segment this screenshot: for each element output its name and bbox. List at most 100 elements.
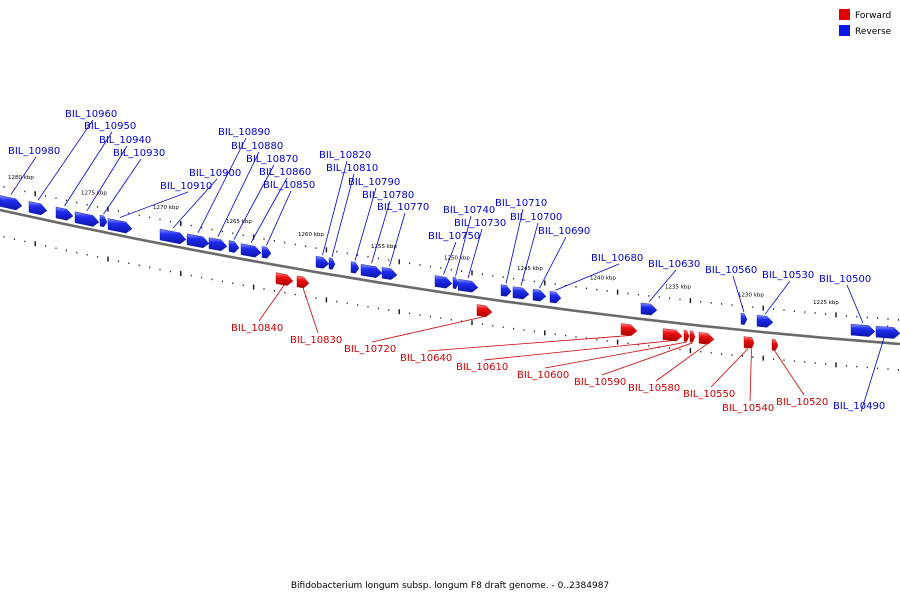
gene-label[interactable]: BIL_10730	[454, 218, 506, 229]
gene-arrow-bil-10910[interactable]	[107, 218, 133, 234]
gene-label[interactable]: BIL_10960	[65, 109, 117, 120]
gene-arrow-bil-10860[interactable]	[240, 243, 262, 258]
gene-label[interactable]: BIL_10630	[648, 259, 700, 270]
gene-label[interactable]: BIL_10840	[231, 323, 283, 334]
gene-label[interactable]: BIL_10560	[705, 265, 757, 276]
gene-label[interactable]: BIL_10580	[628, 383, 680, 394]
gene-arrow-bil-10840[interactable]	[275, 272, 294, 286]
gene-arrow-bil-10530[interactable]	[756, 315, 774, 328]
gene-label[interactable]: BIL_10750	[428, 231, 480, 242]
scale-label: 1280 kbp	[8, 175, 34, 181]
gene-label[interactable]: BIL_10550	[683, 389, 735, 400]
label-leader	[539, 236, 567, 289]
gene-label[interactable]: BIL_10500	[819, 274, 871, 285]
label-leader	[266, 190, 292, 246]
gene-label[interactable]: BIL_10940	[99, 135, 151, 146]
gene-label[interactable]: BIL_10850	[263, 180, 315, 191]
gene-arrow-bil-10790[interactable]	[350, 261, 360, 274]
gene-arrow-bil-10930[interactable]	[99, 214, 108, 228]
gene-label[interactable]: BIL_10520	[776, 397, 828, 408]
label-leader	[732, 275, 745, 313]
gene-label[interactable]: BIL_10690	[538, 226, 590, 237]
gene-label[interactable]: BIL_10490	[833, 401, 885, 412]
gene-arrow-bil-10490[interactable]	[875, 325, 900, 339]
legend: Forward Reverse	[839, 9, 892, 37]
gene-label[interactable]: BIL_10540	[722, 403, 774, 414]
gene-arrow-bil-10610[interactable]	[662, 328, 683, 342]
label-leader	[443, 241, 457, 275]
gene-arrow-bil-10500[interactable]	[850, 323, 876, 337]
gene-arrow-bil-10540[interactable]	[748, 336, 755, 349]
gene-label[interactable]: BIL_10810	[326, 163, 378, 174]
gene-arrow-bil-10960[interactable]	[28, 201, 48, 216]
label-leader	[467, 228, 483, 279]
gene-arrow-bil-10950[interactable]	[55, 206, 74, 221]
gene-arrow-bil-10520[interactable]	[771, 339, 779, 351]
gene-arrow-bil-10780[interactable]	[360, 264, 383, 278]
gene-arrow-bil-10640[interactable]	[620, 323, 638, 336]
label-leader	[655, 344, 707, 382]
gene-arrow-bil-10580[interactable]	[698, 332, 715, 345]
gene-label[interactable]: BIL_10830	[290, 335, 342, 346]
label-leader	[749, 348, 752, 402]
gene-arrow-bil-10700[interactable]	[512, 286, 530, 300]
gene-label[interactable]: BIL_10880	[231, 141, 283, 152]
label-leader	[601, 342, 693, 376]
gene-label[interactable]: BIL_10640	[400, 353, 452, 364]
label-leader	[258, 284, 285, 322]
gene-arrow-bil-10560[interactable]	[740, 312, 748, 325]
gene-label[interactable]: BIL_10770	[377, 202, 429, 213]
label-leader	[555, 263, 620, 291]
gene-label[interactable]: BIL_10980	[8, 146, 60, 157]
gene-arrow-bil-10600[interactable]	[683, 329, 690, 342]
gene-label[interactable]: BIL_10780	[362, 190, 414, 201]
gene-label[interactable]: BIL_10890	[218, 127, 270, 138]
gene-label[interactable]: BIL_10860	[259, 167, 311, 178]
gene-label[interactable]: BIL_10910	[160, 181, 212, 192]
gene-arrow-bil-10980[interactable]	[0, 195, 23, 211]
label-leader	[37, 119, 94, 201]
gene-arrow-bil-10730[interactable]	[457, 278, 479, 293]
gene-arrow-bil-10820[interactable]	[315, 255, 330, 269]
label-leader	[322, 160, 348, 256]
gene-label[interactable]: BIL_10820	[319, 150, 371, 161]
gene-arrow-bil-10750[interactable]	[434, 275, 453, 289]
gene-arrow-bil-10590[interactable]	[689, 330, 696, 343]
gene-features	[0, 195, 900, 351]
gene-label[interactable]: BIL_10930	[113, 148, 165, 159]
gene-label[interactable]: BIL_10900	[189, 168, 241, 179]
gene-label[interactable]: BIL_10720	[344, 344, 396, 355]
gene-label[interactable]: BIL_10680	[591, 253, 643, 264]
label-leader	[389, 212, 406, 267]
gene-arrow-bil-10870[interactable]	[228, 240, 240, 253]
gene-label[interactable]: BIL_10710	[495, 198, 547, 209]
gene-arrow-bil-10940[interactable]	[74, 211, 100, 227]
gene-label[interactable]: BIL_10590	[574, 377, 626, 388]
gene-arrow-bil-10710[interactable]	[500, 284, 512, 297]
gene-label[interactable]: BIL_10600	[517, 370, 569, 381]
gene-label[interactable]: BIL_10740	[443, 205, 495, 216]
gene-arrow-bil-10810[interactable]	[328, 257, 336, 270]
gene-arrow-bil-10740[interactable]	[452, 277, 459, 289]
gene-arrow-bil-10880[interactable]	[208, 237, 228, 252]
label-leader	[233, 164, 275, 240]
scale-label: 1260 kbp	[298, 232, 324, 238]
gene-arrow-bil-10890[interactable]	[186, 233, 210, 249]
scale-label: 1255 kbp	[371, 244, 397, 250]
gene-arrow-bil-10690[interactable]	[532, 288, 547, 302]
gene-label[interactable]: BIL_10530	[762, 270, 814, 281]
gene-arrow-bil-10770[interactable]	[381, 266, 398, 280]
gene-label[interactable]: BIL_10610	[456, 362, 508, 373]
gene-arrow-bil-10830[interactable]	[296, 275, 310, 289]
gene-label[interactable]: BIL_10700	[510, 212, 562, 223]
gene-label[interactable]: BIL_10950	[84, 121, 136, 132]
gene-label[interactable]: BIL_10790	[348, 177, 400, 188]
gene-arrow-bil-10680[interactable]	[549, 291, 562, 304]
scale-label: 1230 kbp	[738, 293, 764, 299]
gene-arrow-bil-10850[interactable]	[261, 246, 272, 259]
label-leader	[774, 351, 805, 396]
gene-arrow-bil-10630[interactable]	[640, 302, 658, 316]
gene-arrow-bil-10900[interactable]	[159, 228, 187, 245]
gene-label[interactable]: BIL_10870	[246, 154, 298, 165]
gene-arrow-bil-10720[interactable]	[476, 304, 493, 318]
